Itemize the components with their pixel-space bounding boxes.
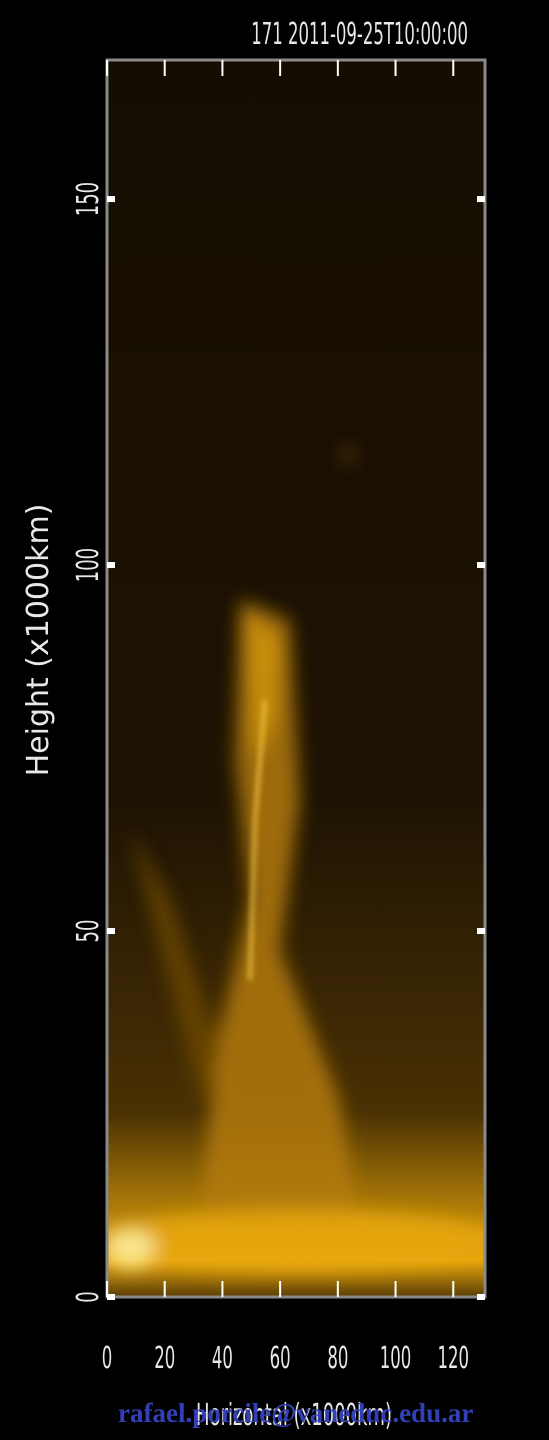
y-tick xyxy=(107,562,115,569)
y-tick-label: 0 xyxy=(70,1291,105,1302)
y-tick xyxy=(477,1294,485,1300)
y-tick xyxy=(107,1294,115,1300)
x-tick-label: 120 xyxy=(438,1341,469,1376)
x-tick-label: 60 xyxy=(270,1341,291,1376)
x-axis-label: Horizontal (x1000km) xyxy=(196,1397,392,1432)
y-tick xyxy=(107,928,115,935)
watermark: rafael.porcile@vaneduc.edu.ar xyxy=(118,1398,473,1428)
y-tick-label: 100 xyxy=(70,548,105,582)
y-tick xyxy=(477,928,485,935)
solar-image xyxy=(107,60,485,1297)
y-tick-label: 50 xyxy=(70,920,105,943)
chart-title: 171 2011-09-25T10:00:00 xyxy=(251,17,468,52)
x-tick-label: 40 xyxy=(212,1341,233,1376)
x-tick-label: 20 xyxy=(154,1341,175,1376)
y-axis-label: Height (x1000km) xyxy=(21,504,56,777)
x-tick-label: 100 xyxy=(380,1341,411,1376)
x-tick-label: 80 xyxy=(327,1341,348,1376)
frame xyxy=(105,58,487,1299)
y-tick xyxy=(477,196,485,203)
y-tick-label: 150 xyxy=(70,182,105,216)
y-tick xyxy=(107,196,115,203)
x-tick-label: 0 xyxy=(102,1341,112,1376)
y-tick xyxy=(477,562,485,569)
